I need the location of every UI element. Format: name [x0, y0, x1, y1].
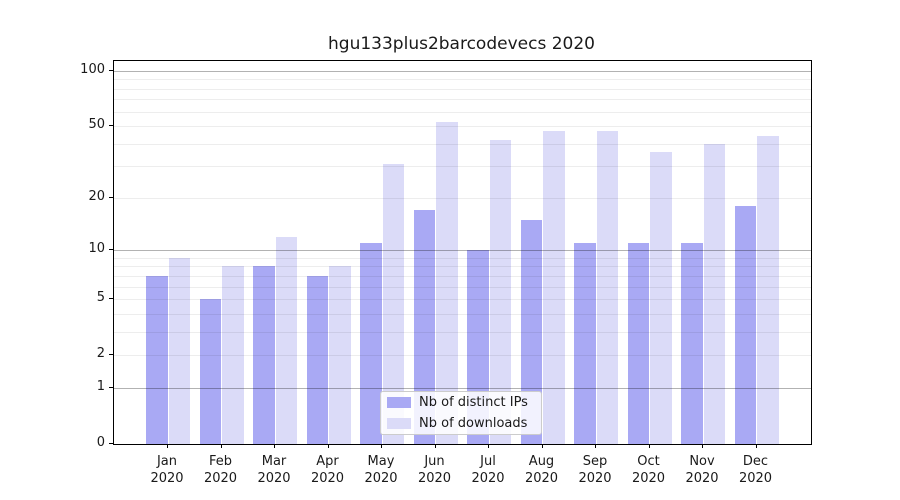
x-tick-mark [381, 444, 382, 448]
bar-downloads-jan [168, 257, 190, 444]
x-tick-label: Apr 2020 [310, 454, 345, 486]
minor-gridline [114, 275, 811, 277]
x-tick-mark [488, 444, 489, 448]
x-tick-label: Oct 2020 [631, 454, 666, 486]
y-tick-mark [109, 69, 113, 71]
minor-gridline [114, 197, 811, 199]
y-tick-label: 2 [96, 346, 105, 362]
minor-gridline [114, 266, 811, 268]
bar-downloads-may [382, 163, 404, 444]
bar-distinct-ips-nov [681, 243, 703, 444]
bar-downloads-mar [275, 236, 297, 444]
bar-distinct-ips-jan [146, 275, 168, 444]
y-tick-label: 0 [96, 435, 105, 450]
minor-gridline [114, 299, 811, 301]
x-tick-mark [702, 444, 703, 448]
y-tick-mark [109, 443, 113, 444]
x-tick-label: Aug 2020 [524, 454, 559, 486]
x-tick-mark [755, 444, 757, 448]
x-tick-label: Nov 2020 [685, 454, 719, 486]
y-tick-label: 5 [96, 290, 105, 306]
bar-distinct-ips-aug [520, 219, 542, 444]
y-tick-mark [109, 125, 113, 127]
bar-downloads-aug [543, 131, 565, 444]
y-tick-mark [109, 249, 113, 251]
major-gridline [114, 70, 811, 72]
x-tick-mark [274, 444, 275, 448]
x-tick-mark [167, 444, 168, 448]
bar-distinct-ips-apr [306, 275, 328, 444]
bar-downloads-apr [329, 266, 351, 444]
x-tick-label: Jul 2020 [471, 454, 505, 486]
x-tick-mark [434, 444, 436, 448]
x-tick-label: May 2020 [364, 454, 398, 486]
x-tick-mark [541, 444, 543, 448]
y-tick-label: 1 [96, 378, 105, 394]
minor-gridline [114, 257, 811, 259]
bar-distinct-ips-mar [253, 266, 275, 444]
x-tick-label: Mar 2020 [257, 454, 291, 486]
bar-downloads-feb [222, 266, 244, 444]
legend-label-distinct-ips: Nb of distinct IPs [419, 395, 528, 411]
minor-gridline [114, 126, 811, 128]
legend-swatch-downloads [387, 417, 411, 429]
plot-area: Nb of distinct IPs Nb of downloads [113, 60, 812, 445]
bar-distinct-ips-may [360, 243, 382, 444]
legend-label-downloads: Nb of downloads [419, 415, 528, 431]
minor-gridline [114, 111, 811, 113]
y-tick-mark [109, 196, 113, 198]
x-tick-label: Sep 2020 [578, 454, 612, 486]
chart-title: hgu133plus2barcodevecs 2020 [328, 34, 595, 54]
x-tick-mark [327, 444, 329, 448]
x-tick-label: Jun 2020 [417, 454, 452, 486]
minor-gridline [114, 313, 811, 315]
minor-gridline [114, 286, 811, 288]
legend: Nb of distinct IPs Nb of downloads [380, 391, 542, 435]
bar-downloads-nov [703, 143, 725, 444]
bar-downloads-jun [436, 121, 458, 444]
bar-distinct-ips-jun [413, 210, 435, 444]
bar-distinct-ips-oct [627, 243, 649, 444]
bar-distinct-ips-feb [199, 299, 221, 444]
legend-swatch-distinct-ips [387, 397, 411, 409]
y-tick-label: 10 [88, 241, 105, 257]
y-tick-mark [109, 386, 113, 388]
bar-downloads-oct [650, 152, 672, 444]
y-tick-mark [109, 354, 113, 356]
minor-gridline [114, 355, 811, 357]
bar-downloads-jul [489, 140, 511, 444]
y-tick-label: 20 [88, 188, 105, 204]
x-tick-label: Feb 2020 [203, 454, 238, 486]
bar-distinct-ips-dec [734, 206, 756, 444]
bar-downloads-sep [596, 131, 618, 444]
minor-gridline [114, 143, 811, 145]
y-tick-label: 100 [80, 61, 105, 77]
x-tick-mark [595, 444, 596, 448]
legend-row-downloads: Nb of downloads [387, 415, 535, 433]
legend-row-distinct-ips: Nb of distinct IPs [387, 394, 535, 412]
x-tick-label: Jan 2020 [150, 454, 184, 486]
major-gridline [114, 387, 811, 389]
y-tick-label: 50 [88, 117, 105, 133]
minor-gridline [114, 99, 811, 101]
bar-distinct-ips-sep [574, 243, 596, 444]
x-tick-mark [220, 444, 222, 448]
minor-gridline [114, 88, 811, 90]
x-tick-label: Dec 2020 [738, 454, 773, 486]
minor-gridline [114, 166, 811, 168]
y-tick-mark [109, 298, 113, 300]
minor-gridline [114, 331, 811, 333]
x-tick-mark [648, 444, 650, 448]
minor-gridline [114, 79, 811, 81]
major-gridline [114, 250, 811, 252]
bar-downloads-dec [757, 136, 779, 444]
